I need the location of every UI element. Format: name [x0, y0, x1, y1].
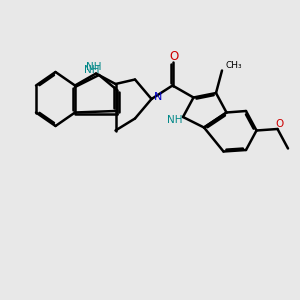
Text: NH: NH	[84, 64, 99, 75]
Text: NH: NH	[86, 62, 101, 72]
Text: O: O	[275, 118, 283, 129]
Text: NH: NH	[167, 115, 182, 125]
Text: N: N	[154, 92, 162, 103]
Text: O: O	[169, 50, 178, 64]
Text: CH₃: CH₃	[226, 61, 242, 70]
